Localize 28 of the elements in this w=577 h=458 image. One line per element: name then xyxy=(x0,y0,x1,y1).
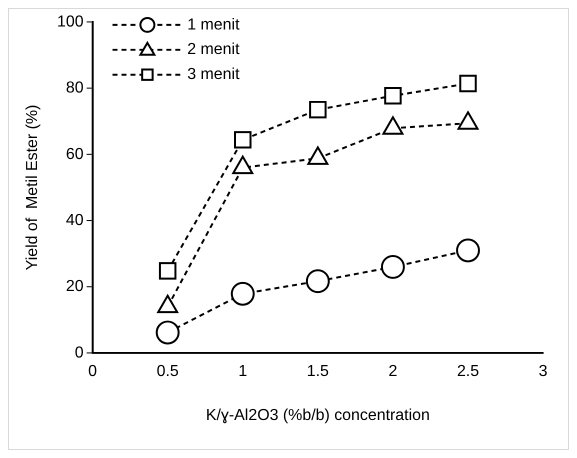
y-tick-label: 40 xyxy=(66,212,84,229)
y-tick-label: 100 xyxy=(57,13,84,30)
point xyxy=(380,255,405,279)
x-tick-label: 3 xyxy=(538,362,548,380)
y-tick-label: 80 xyxy=(66,80,84,97)
legend-label: 1 menit xyxy=(187,16,240,34)
x-axis-title: K/ɣ-Al2O3 (%b/b) concentration xyxy=(206,406,430,424)
x-tick-label: 1.5 xyxy=(306,362,330,380)
point xyxy=(384,87,402,105)
y-tick-label: 20 xyxy=(66,278,84,296)
point xyxy=(158,262,176,280)
point xyxy=(230,282,255,306)
x-tick-label: 2.5 xyxy=(456,362,480,380)
y-axis-title: Yield of Metil Ester (%) xyxy=(24,104,41,270)
y-tick-label: 0 xyxy=(74,344,84,362)
x-tick-label: 1 xyxy=(238,362,248,380)
x-tick-label: 0.5 xyxy=(156,362,179,380)
point xyxy=(306,269,330,294)
legend-label: 2 menit xyxy=(187,41,240,58)
point xyxy=(156,320,180,344)
legend-label: 3 menit xyxy=(187,66,240,84)
x-tick-label: 0 xyxy=(88,362,98,380)
y-tick-label: 60 xyxy=(66,146,84,163)
point xyxy=(459,74,477,92)
x-tick-label: 2 xyxy=(388,362,398,380)
point xyxy=(456,238,480,262)
point xyxy=(309,100,327,118)
point xyxy=(234,131,252,149)
